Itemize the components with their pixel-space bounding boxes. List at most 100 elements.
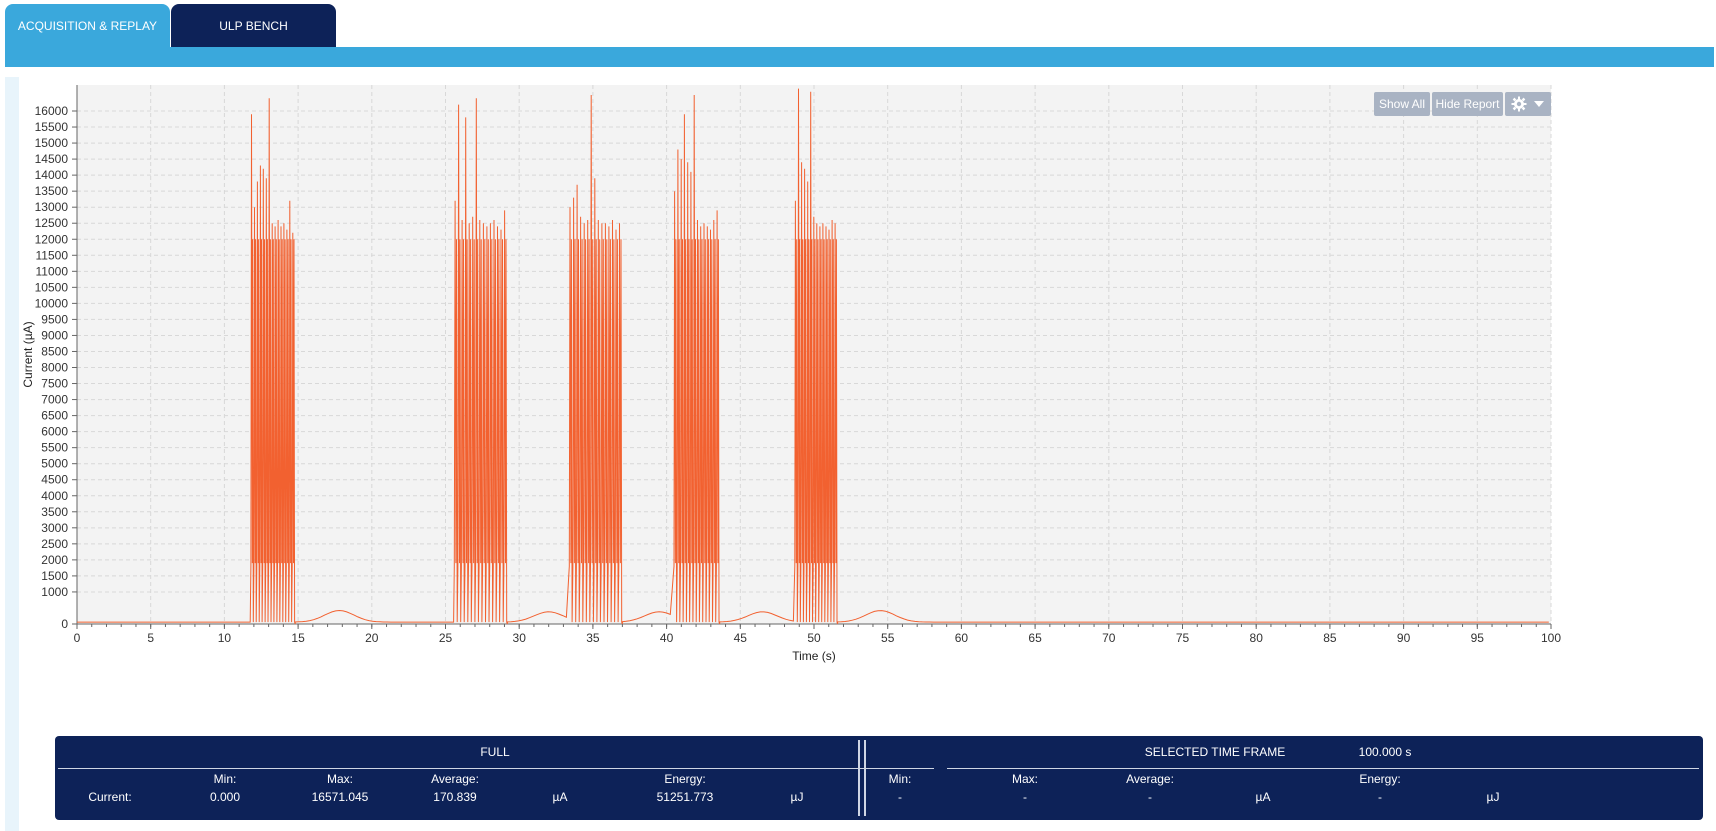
selected-energy-unit: µJ: [1486, 790, 1500, 804]
y-tick-label: 6000: [41, 425, 68, 439]
y-tick-label: 2000: [41, 553, 68, 567]
selected-energy-label: Energy:: [1359, 772, 1401, 786]
y-tick-label: 9000: [41, 328, 68, 342]
report-selected-title: SELECTED TIME FRAME: [1144, 745, 1286, 759]
tab-ulp-bench[interactable]: ULP BENCH: [171, 4, 336, 47]
y-tick-label: 10500: [35, 280, 69, 294]
selected-current-unit: µA: [1255, 790, 1271, 804]
x-tick-label: 5: [147, 631, 154, 645]
selected-min-label: Min:: [888, 772, 912, 786]
settings-menu-button[interactable]: [1505, 92, 1551, 116]
selected-average-label: Average:: [1126, 772, 1174, 786]
report-selected-duration: 100.000 s: [1358, 745, 1412, 759]
full-energy-value: 51251.773: [656, 790, 714, 804]
y-tick-label: 5000: [41, 457, 68, 471]
x-tick-label: 75: [1176, 631, 1190, 645]
full-max-label: Max:: [326, 772, 353, 786]
caret-down-icon: [1534, 101, 1544, 107]
selected-max-label: Max:: [1011, 772, 1038, 786]
x-tick-label: 25: [439, 631, 453, 645]
y-tick-label: 9500: [41, 312, 68, 326]
y-tick-label: 8500: [41, 344, 68, 358]
x-tick-label: 55: [881, 631, 895, 645]
selected-min-value: -: [898, 790, 902, 804]
x-tick-label: 95: [1471, 631, 1485, 645]
tab-bar: ACQUISITION & REPLAY ULP BENCH: [0, 0, 1716, 68]
x-tick-label: 40: [660, 631, 674, 645]
x-tick-label: 10: [218, 631, 232, 645]
y-tick-label: 4500: [41, 473, 68, 487]
full-min-value: 0.000: [209, 790, 241, 804]
y-tick-label: 3000: [41, 521, 68, 535]
y-tick-label: 1000: [41, 585, 68, 599]
x-tick-label: 35: [586, 631, 600, 645]
y-tick-label: 13500: [35, 184, 69, 198]
full-current-unit: µA: [552, 790, 568, 804]
y-tick-label: 4000: [41, 489, 68, 503]
tab-strip: [5, 47, 1714, 67]
report-splitter-1[interactable]: [858, 740, 860, 816]
chart-svg[interactable]: 0100015002000250030003500400045005000550…: [20, 77, 1716, 737]
x-tick-label: 90: [1397, 631, 1411, 645]
current-chart[interactable]: 0 1000 1500 2000 2500 3000 3500 4000 4500 5000 550…: [20, 77, 1716, 737]
selected-energy-value: -: [1378, 790, 1382, 804]
x-tick-label: 80: [1250, 631, 1264, 645]
selected-average-value: -: [1148, 790, 1152, 804]
y-tick-label: 15000: [35, 136, 69, 150]
y-tick-label: 12500: [35, 216, 69, 230]
y-tick-label: 1500: [41, 569, 68, 583]
x-tick-label: 70: [1102, 631, 1116, 645]
x-tick-label: 20: [365, 631, 379, 645]
x-tick-label: 60: [955, 631, 969, 645]
y-tick-label: 11500: [36, 248, 69, 262]
y-tick-label: 3500: [41, 505, 68, 519]
measurement-report: FULL SELECTED TIME FRAME 100.000 s Curre…: [55, 736, 1703, 820]
selected-max-value: -: [1023, 790, 1027, 804]
left-panel-rail: [5, 77, 19, 831]
y-tick-label: 7000: [41, 393, 68, 407]
x-tick-label: 45: [734, 631, 748, 645]
y-tick-label: 16000: [35, 104, 69, 118]
x-tick-label: 50: [807, 631, 821, 645]
full-energy-label: Energy:: [664, 772, 706, 786]
report-divider-right: [947, 768, 1699, 769]
report-splitter-2[interactable]: [864, 740, 866, 816]
x-tick-label: 30: [513, 631, 527, 645]
y-tick-label: 14000: [35, 168, 69, 182]
x-tick-label: 85: [1323, 631, 1337, 645]
full-average-value: 170.839: [433, 790, 477, 804]
y-tick-label: 10000: [35, 296, 69, 310]
y-tick-label: 2500: [41, 537, 68, 551]
y-tick-label: 7500: [41, 377, 68, 391]
y-tick-label: 8000: [41, 361, 68, 375]
x-tick-label: 65: [1028, 631, 1042, 645]
y-axis-title: Current (µA): [21, 321, 35, 387]
current-trace-line: [77, 88, 1549, 625]
y-tick-label: 12000: [35, 232, 69, 246]
axes: [72, 85, 1552, 629]
y-tick-label: 6500: [41, 409, 68, 423]
y-tick-label: 5500: [41, 441, 68, 455]
full-energy-unit: µJ: [790, 790, 804, 804]
x-axis-title: Time (s): [792, 649, 836, 663]
report-full-title: FULL: [480, 745, 510, 759]
y-tick-label: 11000: [36, 264, 69, 278]
full-min-label: Min:: [213, 772, 237, 786]
gear-icon: [1511, 96, 1527, 112]
report-divider-left: [58, 768, 934, 769]
y-tick-labels: 0 1000 1500 2000 2500 3000 3500 4000 4500 5000 550…: [35, 104, 69, 631]
y-tick-label: 13000: [35, 200, 69, 214]
tab-acquisition-replay[interactable]: ACQUISITION & REPLAY: [5, 4, 170, 47]
x-tick-labels: 0 5 10 15 20 25 30 35 40 45 50 55 60 65 70 75 80 85 90 95 10…: [74, 631, 1562, 645]
y-tick-label: 14500: [35, 152, 69, 166]
current-row-label: Current:: [88, 790, 132, 804]
x-tick-label: 100: [1541, 631, 1561, 645]
x-tick-label: 15: [291, 631, 305, 645]
hide-report-button[interactable]: Hide Report: [1432, 92, 1503, 116]
full-max-value: 16571.045: [311, 790, 369, 804]
full-average-label: Average:: [431, 772, 479, 786]
x-tick-label: 0: [74, 631, 81, 645]
y-tick-label: 0: [61, 617, 68, 631]
y-tick-label: 15500: [35, 120, 69, 134]
show-all-button[interactable]: Show All: [1374, 92, 1430, 116]
